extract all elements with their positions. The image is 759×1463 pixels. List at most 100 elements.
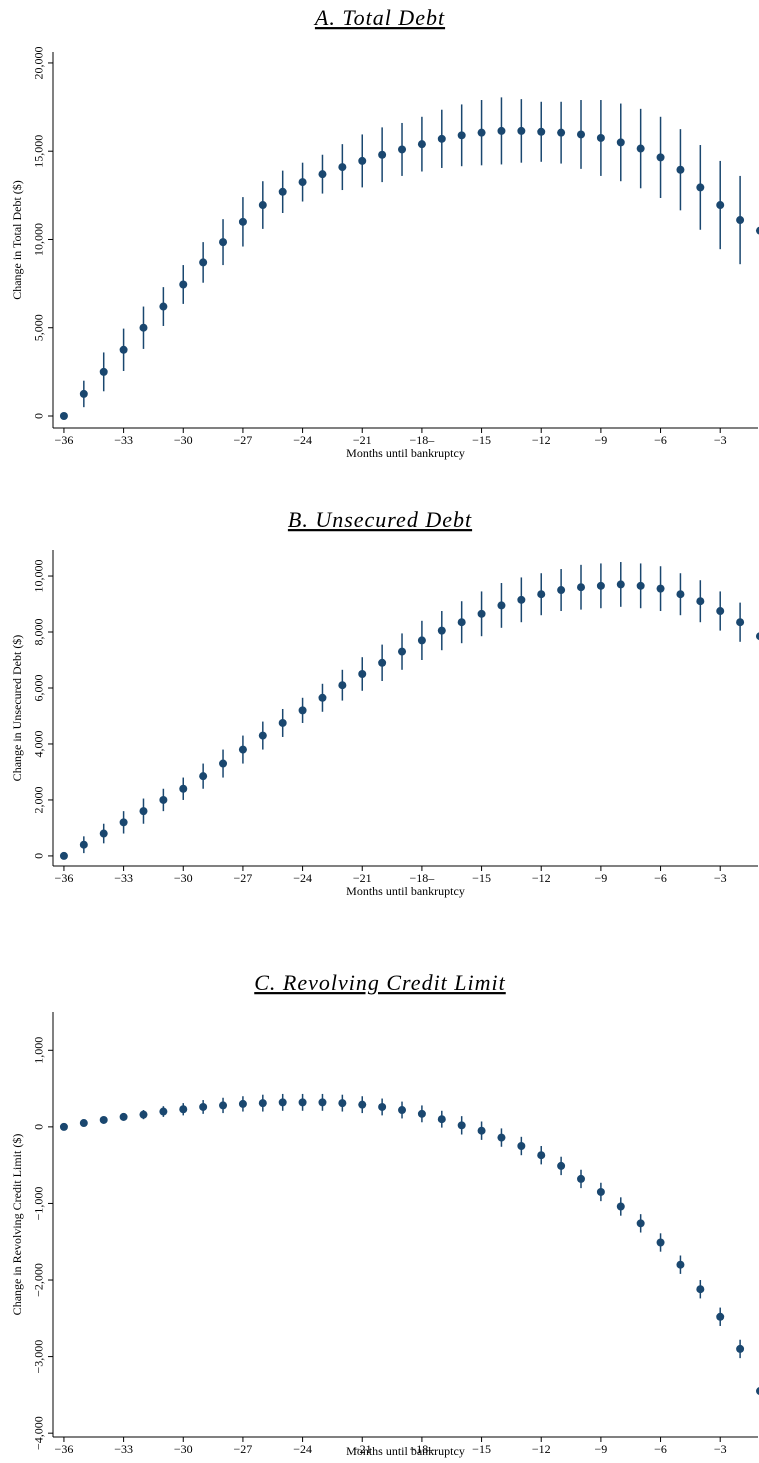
y-tick-label: 10,000 <box>32 223 46 256</box>
point <box>577 583 586 592</box>
point <box>437 134 446 143</box>
y-tick-label: 0 <box>32 413 46 419</box>
x-tick-label: −24 <box>293 433 312 447</box>
point <box>696 183 705 192</box>
point <box>199 1102 208 1111</box>
chart-title: C. Revolving Credit Limit <box>254 970 506 995</box>
x-tick-label: −33 <box>114 433 133 447</box>
point <box>755 632 759 641</box>
point <box>437 626 446 635</box>
point <box>238 745 247 754</box>
point <box>59 851 68 860</box>
point <box>676 590 685 599</box>
x-axis-label: Months until bankruptcy <box>346 884 465 898</box>
point <box>139 323 148 332</box>
point <box>557 586 566 595</box>
y-tick-label: 0 <box>32 853 46 859</box>
point <box>59 1122 68 1131</box>
point <box>99 367 108 376</box>
point <box>716 607 725 616</box>
point <box>179 1105 188 1114</box>
point <box>736 1344 745 1353</box>
y-axis-label: Change in Revolving Credit Limit ($) <box>10 1134 24 1316</box>
point <box>477 1126 486 1135</box>
x-tick-label: −27 <box>234 1442 253 1456</box>
point <box>696 597 705 606</box>
y-tick-label: 0 <box>32 1124 46 1130</box>
point <box>338 681 347 690</box>
x-tick-label: −30 <box>174 871 193 885</box>
point <box>179 784 188 793</box>
point <box>278 1098 287 1107</box>
point <box>398 647 407 656</box>
point <box>696 1285 705 1294</box>
y-tick-label: 4,000 <box>32 730 46 757</box>
point <box>477 128 486 137</box>
point <box>537 127 546 136</box>
point <box>258 731 267 740</box>
x-tick-label: −15 <box>472 1442 491 1456</box>
x-tick-label: −3 <box>714 871 727 885</box>
x-tick-label: −6 <box>654 1442 667 1456</box>
x-tick-label: −15 <box>472 433 491 447</box>
point <box>139 1110 148 1119</box>
y-tick-label: 20,000 <box>32 46 46 79</box>
point <box>437 1115 446 1124</box>
point <box>656 584 665 593</box>
y-tick-label: −2,000 <box>32 1263 46 1297</box>
x-tick-label: −24 <box>293 871 312 885</box>
y-tick-label: −4,000 <box>32 1416 46 1450</box>
x-tick-label: −18– <box>410 871 436 885</box>
point <box>219 238 228 247</box>
point <box>636 144 645 153</box>
x-tick-label: −9 <box>595 433 608 447</box>
point <box>417 636 426 645</box>
point <box>298 706 307 715</box>
x-tick-label: −30 <box>174 1442 193 1456</box>
point <box>457 1121 466 1130</box>
point <box>119 345 128 354</box>
y-tick-label: −1,000 <box>32 1187 46 1221</box>
point <box>219 1101 228 1110</box>
point <box>497 1133 506 1142</box>
x-tick-label: −27 <box>234 871 253 885</box>
point <box>238 1099 247 1108</box>
point <box>497 601 506 610</box>
point <box>557 128 566 137</box>
point <box>417 1109 426 1118</box>
point <box>398 145 407 154</box>
point <box>99 829 108 838</box>
point <box>417 140 426 149</box>
point <box>636 1219 645 1228</box>
point <box>139 807 148 816</box>
point <box>517 126 526 135</box>
x-tick-label: −18– <box>410 1442 436 1456</box>
x-tick-label: −3 <box>714 433 727 447</box>
y-axis-label: Change in Total Debt ($) <box>10 180 24 300</box>
point <box>636 581 645 590</box>
y-tick-label: 1,000 <box>32 1037 46 1064</box>
point <box>278 187 287 196</box>
point <box>557 1161 566 1170</box>
point <box>358 1100 367 1109</box>
point <box>159 1107 168 1116</box>
point <box>398 1106 407 1115</box>
point <box>676 165 685 174</box>
point <box>79 1119 88 1128</box>
point <box>577 1174 586 1183</box>
point <box>199 258 208 267</box>
y-tick-label: 8,000 <box>32 619 46 646</box>
point <box>318 1098 327 1107</box>
x-tick-label: −27 <box>234 433 253 447</box>
point <box>378 150 387 159</box>
x-tick-label: −12 <box>532 871 551 885</box>
point <box>497 126 506 135</box>
point <box>159 302 168 311</box>
x-tick-label: −18– <box>410 433 436 447</box>
x-tick-label: −21 <box>353 871 372 885</box>
x-tick-label: −36 <box>55 433 74 447</box>
y-tick-label: 5,000 <box>32 314 46 341</box>
point <box>79 840 88 849</box>
point <box>457 618 466 627</box>
x-tick-label: −6 <box>654 433 667 447</box>
